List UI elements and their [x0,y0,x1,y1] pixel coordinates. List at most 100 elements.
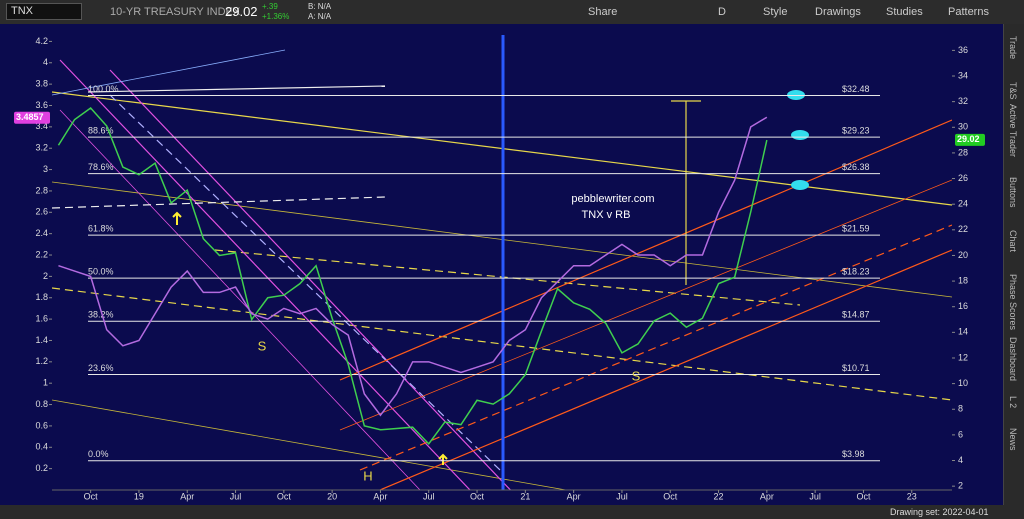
fib-level-label: 61.8% [88,223,114,233]
x-tick-label: Oct [277,491,292,501]
channel-line [339,179,952,431]
symbol-box[interactable]: TNX [6,3,82,20]
side-tab[interactable]: Buttons [1008,177,1018,208]
y2-tick-label: 30 [958,122,968,132]
y2-tick-label: 24 [958,199,968,209]
y-tick-label: 0.8 [35,399,48,409]
fib-price-label: $14.87 [842,310,870,320]
y-tick-label: 3 [43,164,48,174]
side-tab[interactable]: T&S [1008,82,1018,100]
patterns-button[interactable]: Patterns [948,6,989,18]
y-tick-label: 1.6 [35,313,48,323]
side-tabs: Trade T&S Active Trader Buttons Chart Ph… [1003,24,1024,505]
fib-level-label: 100.0% [88,84,119,94]
price-tag [955,133,985,146]
y-tick-label: 1 [43,378,48,388]
channel-line [379,249,952,490]
channel-line [359,224,952,471]
y-tick-label: 3.2 [35,143,48,153]
target-marker [791,180,809,190]
channel-line [109,69,512,490]
side-tab[interactable]: Phase Scores [1008,274,1018,331]
drawings-button[interactable]: Drawings [815,6,861,18]
y-tick-label: 2 [43,271,48,281]
price-tag [14,111,50,124]
share-button[interactable]: Share [588,6,618,18]
y2-tick-label: 8 [958,404,963,414]
annotation: TNX v RB [582,209,631,221]
y2-tick-label: 6 [958,429,963,439]
y-tick-label: 4 [43,57,48,67]
y-tick-label: 2.4 [35,228,48,238]
price-line [58,116,768,417]
y2-tick-label: 10 [958,378,968,388]
annotation: pebblewriter.com [571,193,654,205]
y2-tick-label: 26 [958,173,968,183]
studies-button[interactable]: Studies [886,6,923,18]
side-tab[interactable]: Chart [1008,230,1018,253]
y2-tick-label: 22 [958,224,968,234]
last-price: 29.02 [225,4,258,19]
annotation: H [363,468,372,483]
description: 10-YR TREASURY INDEX [110,6,241,18]
y2-tick-label: 14 [958,327,968,337]
ask: A: N/A [308,12,332,21]
x-tick-label: Oct [84,491,99,501]
x-tick-label: 20 [327,491,337,501]
y-tick-label: 1.2 [35,356,48,366]
fib-price-label: $3.98 [842,449,865,459]
plot-area: 100.0% $32.48 88.6% $29.23 78.6% $26.38 61.8% $… [57,84,880,462]
y2-tick-label: 18 [958,275,968,285]
trend-line [214,249,801,306]
y-tick-label: 3.6 [35,100,48,110]
x-tick-label: 21 [520,491,530,501]
side-tab[interactable]: Dashboard [1008,337,1018,382]
arrow [172,211,182,225]
drawings [52,35,952,490]
x-tick-label: Apr [180,491,194,501]
y-tick-label: 2.6 [35,207,48,217]
drawing-set: Drawing set: 2022-04-01 [890,507,989,517]
y2-tick-label: 16 [958,301,968,311]
fib-level-label: 23.6% [88,363,114,373]
trend-line [52,287,952,401]
fib-price-label: $29.23 [842,126,870,136]
arrow [438,453,448,465]
annotation: S [258,338,267,353]
y2-tick-label: 12 [958,352,968,362]
x-tick-label: Apr [373,491,387,501]
style-button[interactable]: Style [763,6,788,18]
y-tick-label: 1.8 [35,292,48,302]
y2-tick-label: 20 [958,250,968,260]
channel-line [339,119,952,381]
side-tab[interactable]: L 2 [1008,396,1018,409]
fib-price-label: $21.59 [842,223,870,233]
trend-line [52,49,286,96]
bid: B: N/A [308,2,332,11]
x-tick-label: Jul [809,491,821,501]
change: +.39 [262,2,278,11]
period-button[interactable]: D [718,6,726,18]
change-percent: +1.36% [262,12,290,21]
side-tab[interactable]: Active Trader [1008,104,1018,158]
x-tick-label: Oct [856,491,871,501]
trend-line [87,85,386,93]
x-tick-label: 22 [714,491,724,501]
side-tab[interactable]: News [1008,428,1018,451]
x-tick-label: Jul [423,491,435,501]
measure-line [671,100,701,285]
x-tick-label: 19 [134,491,144,501]
x-tick-label: Oct [663,491,678,501]
price-line [57,107,768,446]
fib-level-label: 38.2% [88,310,114,320]
y-tick-label: 3.8 [35,79,48,89]
fib-level-label: 0.0% [88,449,109,459]
fib-level-label: 88.6% [88,126,114,136]
y-tick-label: 0.2 [35,463,48,473]
fib-level-label: 50.0% [88,267,114,277]
side-tab[interactable]: Trade [1008,36,1018,60]
y-tick-label: 0.6 [35,420,48,430]
y2-tick-label: 36 [958,45,968,55]
